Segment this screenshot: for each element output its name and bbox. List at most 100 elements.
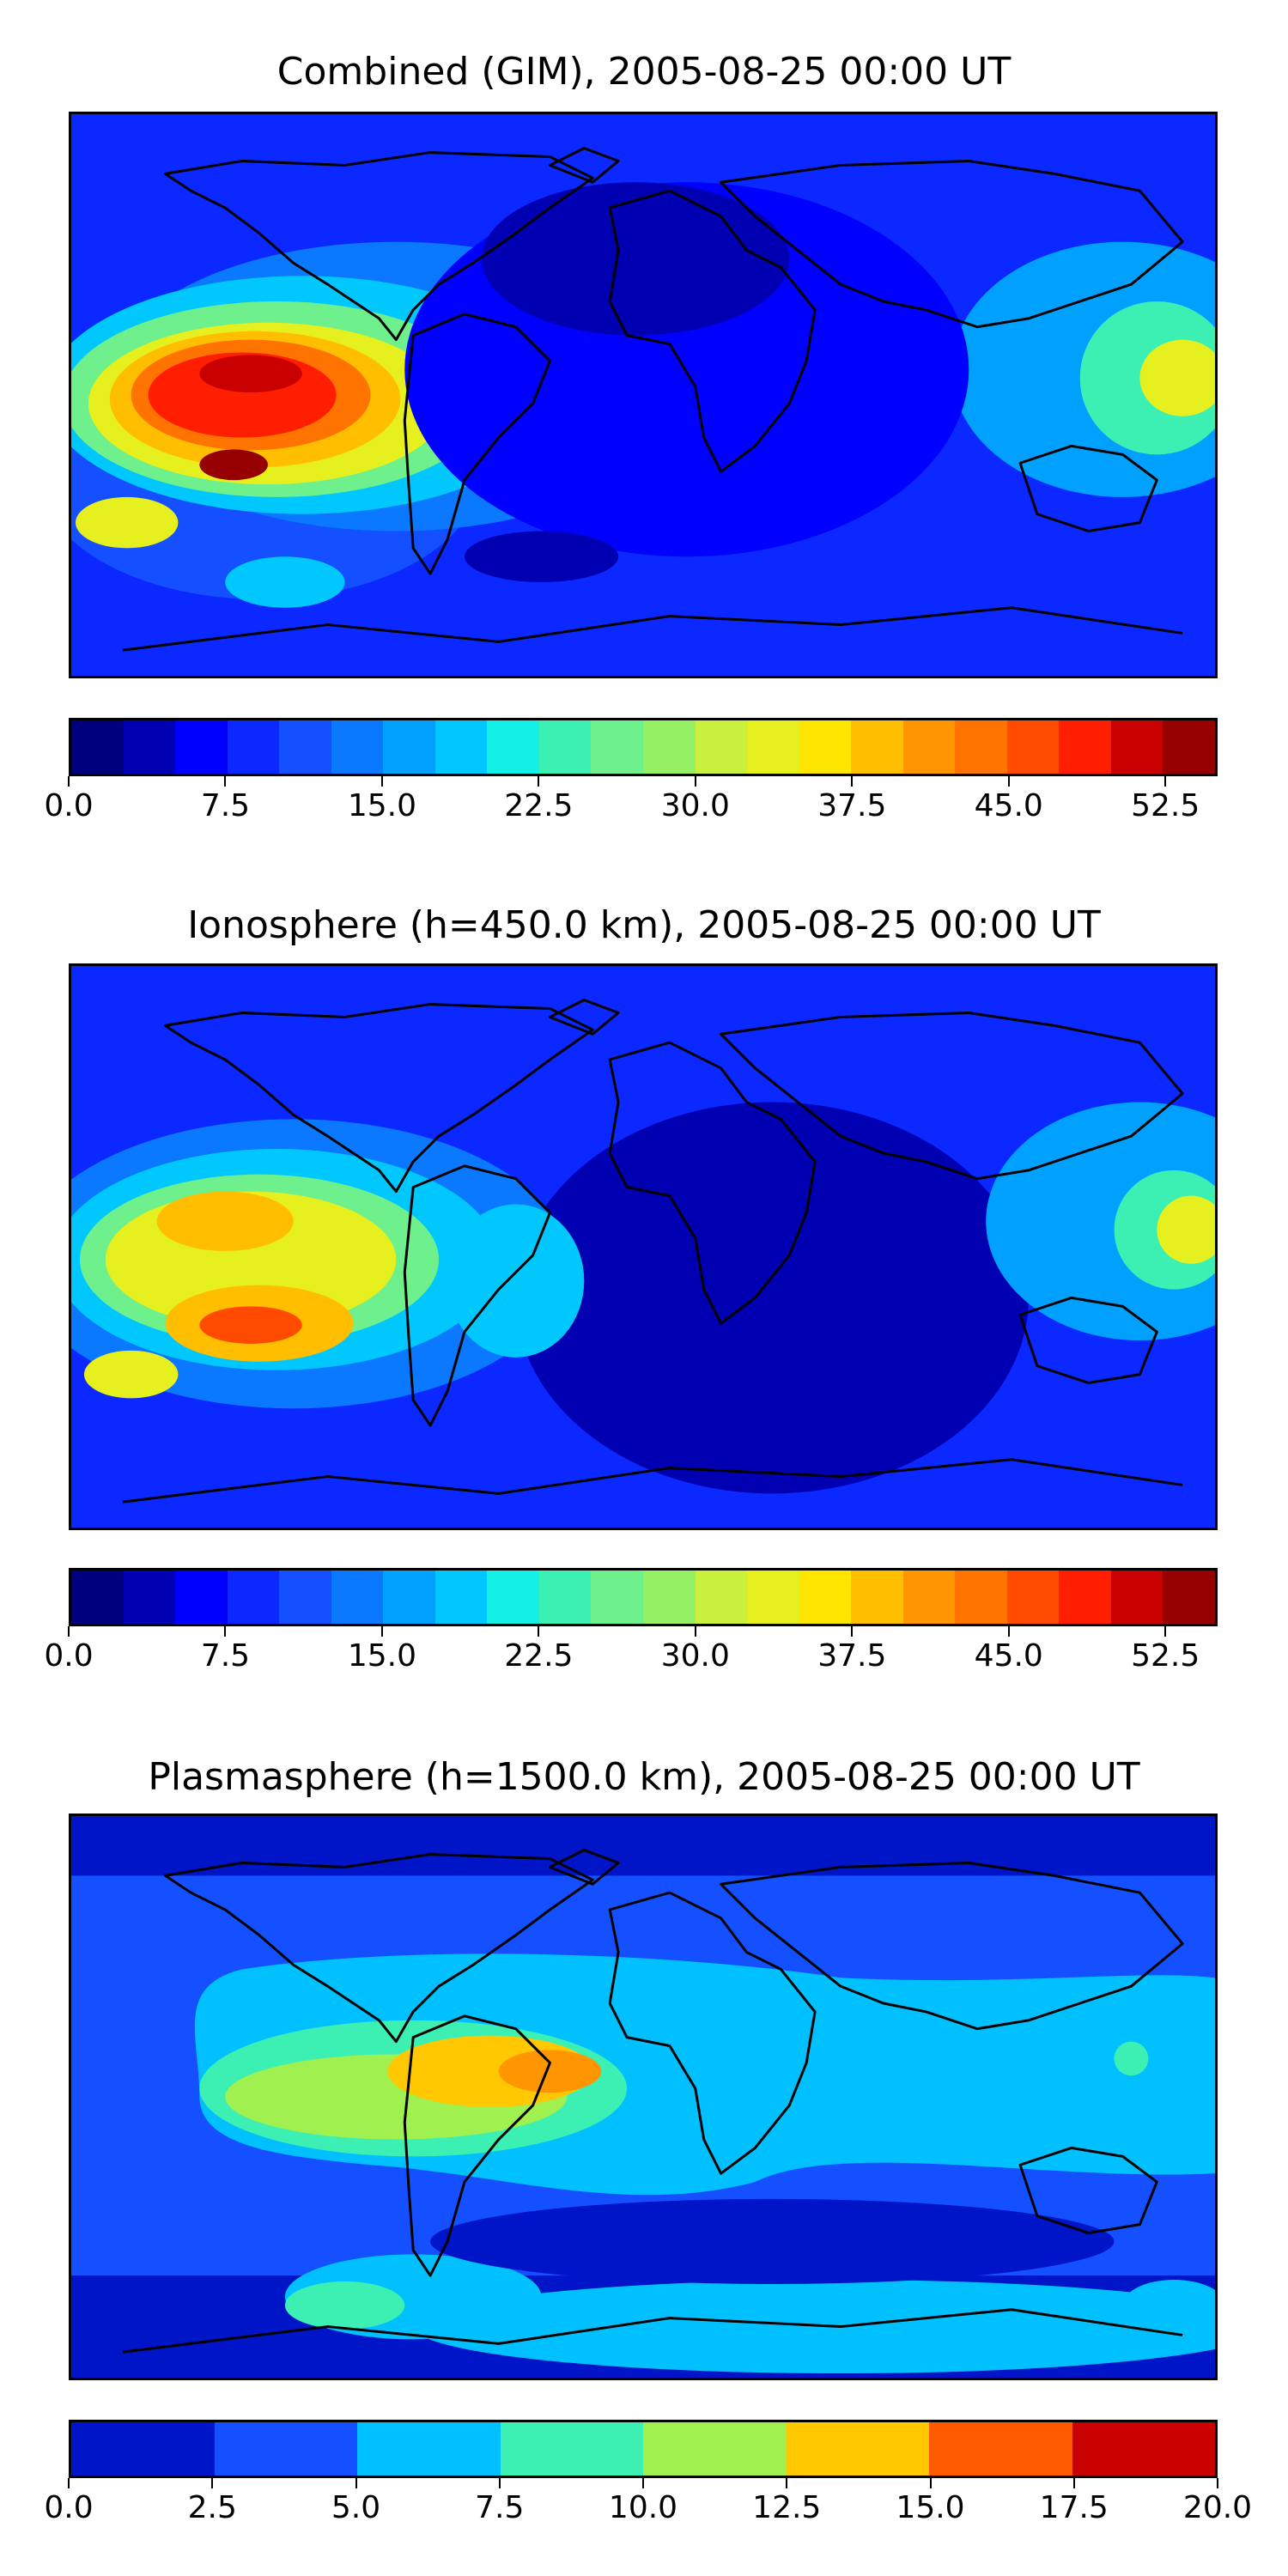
colorbar-tick	[929, 2478, 932, 2488]
colorbar-tick-label: 30.0	[660, 788, 730, 823]
colorbar-tick-label: 7.5	[200, 788, 251, 823]
colorbar-segment	[71, 2422, 215, 2476]
colorbar-segment	[1006, 1571, 1060, 1624]
colorbar-tick-label: 45.0	[974, 788, 1043, 823]
colorbar-tick-label: 15.0	[347, 1638, 416, 1674]
colorbar-segment	[538, 720, 592, 774]
colorbar-tick	[380, 776, 383, 787]
colorbar-tick-label: 22.5	[504, 788, 574, 823]
colorbar-segment	[591, 1571, 644, 1624]
colorbar-segment	[643, 720, 696, 774]
colorbar-segment	[331, 1571, 384, 1624]
colorbar-segment	[695, 1571, 748, 1624]
colorbar-tick	[68, 1626, 70, 1637]
colorbar-segment	[487, 1571, 539, 1624]
colorbar-tick-label: 20.0	[1182, 2490, 1253, 2525]
colorbar-segment	[1006, 720, 1060, 774]
colorbar-segment	[1059, 720, 1111, 774]
colorbar-tick-label: 2.5	[187, 2490, 237, 2525]
colorbar-segment	[331, 720, 384, 774]
colorbar-tick	[380, 1626, 383, 1637]
panel-title-plasmasphere: Plasmasphere (h=1500.0 km), 2005-08-25 0…	[148, 1755, 1140, 1799]
colorbar-segment	[902, 720, 956, 774]
colorbar-tick	[538, 776, 540, 787]
colorbar-segment	[227, 720, 280, 774]
colorbar-tick	[355, 2478, 357, 2488]
colorbar-segment	[383, 720, 435, 774]
colorbar-tick-label: 37.5	[817, 788, 887, 823]
map-plasmasphere	[69, 1814, 1218, 2380]
colorbar-segment	[175, 1571, 228, 1624]
colorbar-segment	[123, 720, 176, 774]
colorbar-tick	[68, 776, 70, 787]
colorbar-tick	[1164, 776, 1167, 787]
colorbar-tick	[642, 2478, 644, 2488]
colorbar-segment	[1163, 720, 1216, 774]
colorbar-tick	[538, 1626, 540, 1637]
colorbar-tick	[694, 1626, 696, 1637]
colorbar-segment	[227, 1571, 280, 1624]
colorbar-segment	[500, 2422, 643, 2476]
colorbar-segment	[1072, 2422, 1215, 2476]
colorbar-segment	[1059, 1571, 1111, 1624]
colorbar-tick	[694, 776, 696, 787]
colorbar-tick-label: 17.5	[1039, 2490, 1109, 2525]
colorbar-segment	[279, 1571, 331, 1624]
colorbar-tick-label: 10.0	[608, 2490, 678, 2525]
colorbar-tick-label: 0.0	[44, 1638, 94, 1674]
colorbar-tick	[498, 2478, 501, 2488]
colorbar-tick	[1072, 2478, 1075, 2488]
colorbar-tick	[224, 776, 227, 787]
colorbar-tick-label: 45.0	[974, 1638, 1043, 1674]
colorbar-segment	[643, 1571, 696, 1624]
colorbar-tick-label: 0.0	[44, 788, 94, 823]
colorbar-ionosphere	[69, 1568, 1218, 1626]
colorbar-segment	[1110, 720, 1163, 774]
colorbar-segment	[799, 1571, 852, 1624]
colorbar-tick-label: 30.0	[660, 1638, 730, 1674]
colorbar-tick	[1164, 1626, 1167, 1637]
colorbar-tick	[851, 1626, 854, 1637]
colorbar-segment	[929, 2422, 1072, 2476]
colorbar-segment	[643, 2422, 787, 2476]
colorbar-segment	[1163, 1571, 1216, 1624]
colorbar-segment	[383, 1571, 435, 1624]
colorbar-segment	[747, 720, 799, 774]
colorbar-tick-label: 52.5	[1131, 1638, 1200, 1674]
colorbar-segment	[487, 720, 539, 774]
colorbar-tick	[211, 2478, 214, 2488]
colorbar-tick-label: 7.5	[475, 2490, 525, 2525]
colorbar-segment	[123, 1571, 176, 1624]
colorbar-combined	[69, 718, 1218, 776]
colorbar-segment	[214, 2422, 357, 2476]
colorbar-tick	[224, 1626, 227, 1637]
colorbar-segment	[434, 720, 488, 774]
colorbar-segment	[747, 1571, 799, 1624]
colorbar-segment	[434, 1571, 488, 1624]
colorbar-segment	[786, 2422, 929, 2476]
colorbar-tick	[786, 2478, 788, 2488]
colorbar-tick	[68, 2478, 70, 2488]
colorbar-tick	[1217, 2478, 1218, 2488]
colorbar-segment	[71, 1571, 124, 1624]
colorbar-segment	[902, 1571, 956, 1624]
colorbar-tick	[1007, 776, 1010, 787]
colorbar-tick-label: 7.5	[200, 1638, 251, 1674]
colorbar-segment	[955, 720, 1007, 774]
colorbar-tick-label: 52.5	[1131, 788, 1200, 823]
colorbar-tick-label: 12.5	[752, 2490, 822, 2525]
colorbar-tick-label: 0.0	[44, 2490, 94, 2525]
map-combined	[69, 112, 1218, 678]
colorbar-tick-label: 5.0	[331, 2490, 381, 2525]
colorbar-tick	[1007, 1626, 1010, 1637]
colorbar-segment	[279, 720, 331, 774]
colorbar-tick-label: 37.5	[817, 1638, 887, 1674]
colorbar-plasmasphere	[69, 2420, 1218, 2478]
map-ionosphere	[69, 963, 1218, 1530]
colorbar-tick	[851, 776, 854, 787]
colorbar-segment	[851, 720, 903, 774]
colorbar-segment	[799, 720, 852, 774]
colorbar-segment	[71, 720, 124, 774]
colorbar-tick-label: 15.0	[347, 788, 416, 823]
panel-title-ionosphere: Ionosphere (h=450.0 km), 2005-08-25 00:0…	[187, 903, 1101, 947]
